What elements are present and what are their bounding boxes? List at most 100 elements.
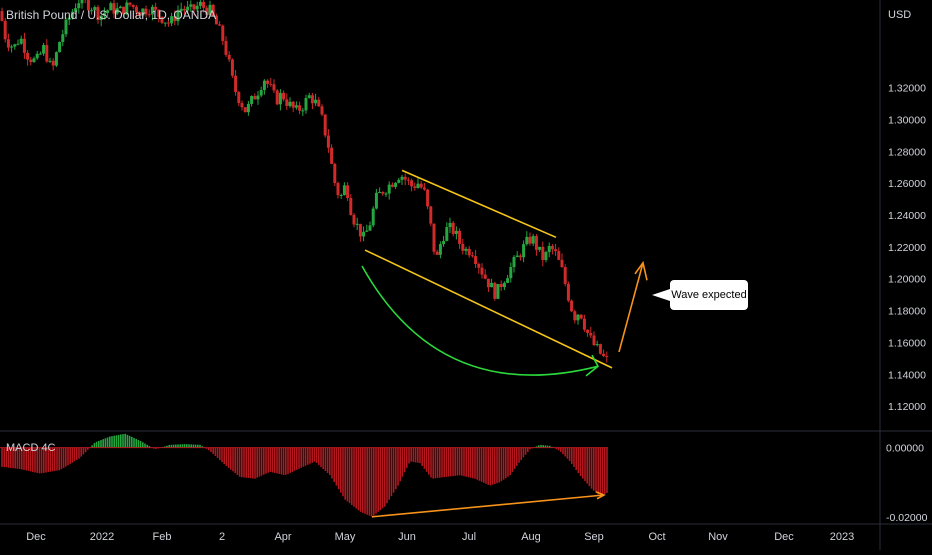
y-tick-label: 1.26000 xyxy=(888,178,926,190)
candle-body xyxy=(256,95,260,100)
candle-body xyxy=(589,332,593,336)
candle-body xyxy=(122,6,126,15)
candle-body xyxy=(282,92,286,100)
y-tick-label: 1.28000 xyxy=(888,146,926,158)
candle-body xyxy=(291,101,295,108)
candle-body xyxy=(445,227,449,241)
x-tick-label: Apr xyxy=(274,531,291,543)
candle-body xyxy=(112,3,116,14)
candle-body xyxy=(19,38,23,44)
y-tick-label: 1.12000 xyxy=(888,401,926,413)
candle-body xyxy=(125,2,129,15)
candle-body xyxy=(262,80,266,90)
candle-body xyxy=(227,54,231,60)
candle-body xyxy=(371,208,375,226)
candle-body xyxy=(448,222,452,228)
candle-body xyxy=(410,180,414,187)
candle-body xyxy=(26,52,30,60)
green-curve-arrowhead xyxy=(585,354,600,377)
candle-body xyxy=(470,255,474,257)
candle-body xyxy=(48,60,52,62)
candle-body xyxy=(58,42,62,53)
candle-body xyxy=(595,344,599,346)
candle-body xyxy=(16,43,20,45)
candle-body xyxy=(195,5,199,10)
candle-body xyxy=(234,75,238,93)
candle-body xyxy=(202,1,206,8)
candle-body xyxy=(179,8,183,12)
candle-body xyxy=(182,8,186,11)
candle-body xyxy=(317,99,321,107)
candle-body xyxy=(90,10,94,12)
candle-body xyxy=(461,243,465,251)
macd-divergence-line xyxy=(371,494,605,518)
candle-body xyxy=(416,183,420,188)
candle-body xyxy=(400,176,404,180)
x-tick-label: 2023 xyxy=(830,531,854,543)
candle-body xyxy=(381,191,385,194)
y-tick-label: 1.20000 xyxy=(888,274,926,286)
candle-body xyxy=(205,7,209,15)
candle-body xyxy=(147,14,151,16)
x-tick-label: Dec xyxy=(26,531,46,543)
candle-body xyxy=(602,353,606,357)
x-tick-label: 2022 xyxy=(90,531,114,543)
candle-body xyxy=(493,282,497,299)
candle-body xyxy=(138,12,142,16)
candle-body xyxy=(499,284,503,288)
candle-body xyxy=(10,46,14,48)
candle-body xyxy=(214,15,218,25)
candle-body xyxy=(362,231,366,237)
candle-body xyxy=(310,95,314,104)
x-tick-label: May xyxy=(335,531,356,543)
candle-body xyxy=(157,9,161,17)
candle-body xyxy=(45,45,49,62)
candle-body xyxy=(80,0,84,4)
candle-body xyxy=(38,53,42,55)
green-curve xyxy=(361,265,599,376)
x-tick-label: Sep xyxy=(584,531,604,543)
candle-body xyxy=(298,105,302,111)
candle-body xyxy=(301,110,305,112)
candle-body xyxy=(144,8,148,15)
candle-body xyxy=(99,15,103,20)
y-tick-label: 1.30000 xyxy=(888,114,926,126)
candle-body xyxy=(342,185,346,196)
candle-body xyxy=(208,4,212,15)
candle-body xyxy=(253,95,257,100)
x-tick-label: Aug xyxy=(521,531,541,543)
candle-body xyxy=(211,4,215,16)
candle-body xyxy=(115,8,119,14)
candle-body xyxy=(96,7,100,20)
candle-body xyxy=(166,22,170,24)
candle-body xyxy=(272,84,276,91)
candle-body xyxy=(32,58,36,62)
candle-body xyxy=(307,95,311,99)
candle-body xyxy=(502,282,506,288)
candle-body xyxy=(464,248,468,251)
candle-body xyxy=(154,6,158,10)
candle-body xyxy=(429,206,433,224)
candle-body xyxy=(221,25,225,42)
candle-body xyxy=(333,163,337,183)
candle-body xyxy=(160,16,164,23)
candle-body xyxy=(330,147,334,164)
y-tick-label: 1.24000 xyxy=(888,210,926,222)
candle-body xyxy=(477,264,481,268)
candle-body xyxy=(547,245,551,253)
candle-body xyxy=(186,6,190,11)
candle-body xyxy=(538,246,542,250)
candle-body xyxy=(29,59,33,62)
candle-body xyxy=(451,222,455,234)
candle-body xyxy=(74,8,78,12)
candle-body xyxy=(483,274,487,279)
candle-body xyxy=(566,283,570,301)
candle-body xyxy=(6,39,10,48)
candle-body xyxy=(368,225,372,231)
candle-body xyxy=(163,22,167,24)
candle-body xyxy=(42,45,46,54)
x-tick-label: 2 xyxy=(219,531,225,543)
x-tick-label: Feb xyxy=(153,531,172,543)
